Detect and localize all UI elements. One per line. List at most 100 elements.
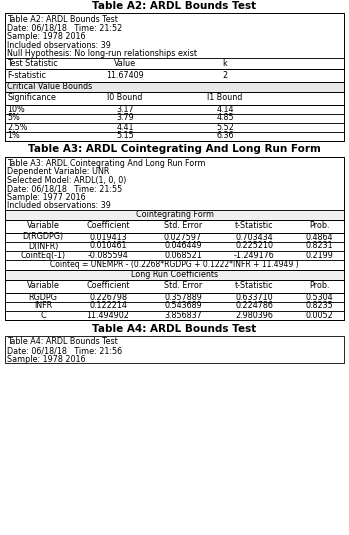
Bar [5, 132, 344, 141]
Text: 5.52: 5.52 [216, 123, 234, 132]
Text: 0.019413: 0.019413 [89, 233, 127, 241]
Text: 0.0052: 0.0052 [305, 310, 333, 319]
Text: Sample: 1978 2016: Sample: 1978 2016 [7, 355, 86, 363]
Bar [5, 279, 344, 293]
Text: 0.543689: 0.543689 [164, 302, 202, 310]
Text: INFR: INFR [34, 302, 52, 310]
Text: Sample: 1977 2016: Sample: 1977 2016 [7, 193, 86, 202]
Text: 4.41: 4.41 [116, 123, 134, 132]
Bar [5, 302, 344, 310]
Text: Null Hypothesis: No long-run relationships exist: Null Hypothesis: No long-run relationshi… [7, 49, 197, 58]
Text: Table A4: ARDL Bounds Test: Table A4: ARDL Bounds Test [7, 338, 118, 347]
Text: 0.8235: 0.8235 [305, 302, 333, 310]
Text: I0 Bound: I0 Bound [107, 94, 143, 103]
Text: C: C [40, 310, 46, 319]
Text: 3.17: 3.17 [116, 104, 134, 113]
Bar [5, 13, 344, 57]
Text: Included observations: 39: Included observations: 39 [7, 201, 111, 210]
Text: D(INFR): D(INFR) [28, 241, 58, 250]
Text: Date: 06/18/18   Time: 21:56: Date: 06/18/18 Time: 21:56 [7, 346, 122, 355]
Text: 0.122214: 0.122214 [89, 302, 127, 310]
Text: Variable: Variable [27, 281, 59, 291]
Bar [5, 157, 344, 319]
Text: 0.226798: 0.226798 [89, 293, 127, 302]
Text: 4.14: 4.14 [216, 104, 234, 113]
Text: k: k [223, 58, 228, 67]
Text: Significance: Significance [7, 94, 56, 103]
Text: 0.357889: 0.357889 [164, 293, 202, 302]
Text: RGDPG: RGDPG [29, 293, 58, 302]
Bar [5, 335, 344, 363]
Bar [5, 113, 344, 123]
Text: Selected Model: ARDL(1, 0, 0): Selected Model: ARDL(1, 0, 0) [7, 175, 126, 185]
Text: 0.225210: 0.225210 [235, 241, 273, 250]
Text: 3.79: 3.79 [116, 113, 134, 123]
Text: 0.010461: 0.010461 [89, 241, 127, 250]
Text: 2.5%: 2.5% [7, 123, 28, 132]
Bar [5, 81, 344, 91]
Text: Test Statistic: Test Statistic [7, 58, 58, 67]
Text: -1.249176: -1.249176 [233, 250, 274, 259]
Text: Coefficient: Coefficient [86, 221, 130, 231]
Text: Long Run Coefficients: Long Run Coefficients [131, 270, 218, 279]
Bar [5, 241, 344, 250]
Text: Date: 06/18/18   Time: 21:55: Date: 06/18/18 Time: 21:55 [7, 184, 122, 193]
Text: Cointeq = UNEMPR - (0.2268*RGDPG + 0.1222*INFR + 11.4949 ): Cointeq = UNEMPR - (0.2268*RGDPG + 0.122… [50, 260, 299, 269]
Text: F-statistic: F-statistic [7, 71, 46, 80]
Text: Table A2: ARDL Bounds Test: Table A2: ARDL Bounds Test [7, 15, 118, 24]
Bar [5, 123, 344, 132]
Text: 10%: 10% [7, 104, 25, 113]
Bar [5, 13, 344, 141]
Text: t-Statistic: t-Statistic [235, 281, 273, 291]
Text: Std. Error: Std. Error [164, 221, 202, 231]
Text: -0.085594: -0.085594 [88, 250, 128, 259]
Text: 0.4864: 0.4864 [305, 233, 333, 241]
Text: 0.8231: 0.8231 [305, 241, 333, 250]
Text: Date: 06/18/18   Time: 21:52: Date: 06/18/18 Time: 21:52 [7, 24, 122, 33]
Text: 0.5304: 0.5304 [305, 293, 333, 302]
Bar [5, 210, 344, 219]
Text: 0.703434: 0.703434 [235, 233, 273, 241]
Text: 1%: 1% [7, 132, 20, 141]
Bar [5, 270, 344, 279]
Text: 0.046449: 0.046449 [164, 241, 202, 250]
Text: Value: Value [114, 58, 136, 67]
Bar [5, 104, 344, 113]
Bar [5, 157, 344, 210]
Bar [5, 233, 344, 241]
Bar [5, 310, 344, 319]
Text: Prob.: Prob. [309, 221, 329, 231]
Text: 5%: 5% [7, 113, 20, 123]
Bar [5, 293, 344, 302]
Text: 2: 2 [222, 71, 228, 80]
Bar [5, 219, 344, 233]
Text: 3.856837: 3.856837 [164, 310, 202, 319]
Text: Table A3: ARDL Cointegrating And Long Run Form: Table A3: ARDL Cointegrating And Long Ru… [28, 144, 321, 155]
Text: Prob.: Prob. [309, 281, 329, 291]
Text: Cointegrating Form: Cointegrating Form [135, 210, 214, 219]
Text: t-Statistic: t-Statistic [235, 221, 273, 231]
Text: Std. Error: Std. Error [164, 281, 202, 291]
Text: 0.027597: 0.027597 [164, 233, 202, 241]
Text: Table A4: ARDL Bounds Test: Table A4: ARDL Bounds Test [92, 324, 257, 333]
Bar [5, 91, 344, 104]
Text: Critical Value Bounds: Critical Value Bounds [7, 82, 92, 91]
Text: 0.068521: 0.068521 [164, 250, 202, 259]
Bar [5, 57, 344, 68]
Text: 11.67409: 11.67409 [106, 71, 144, 80]
Text: 2.980396: 2.980396 [235, 310, 273, 319]
Text: I1 Bound: I1 Bound [207, 94, 243, 103]
Text: CointEq(-1): CointEq(-1) [21, 250, 66, 259]
Bar [5, 68, 344, 81]
Text: Variable: Variable [27, 221, 59, 231]
Text: 0.224786: 0.224786 [235, 302, 273, 310]
Text: 5.15: 5.15 [116, 132, 134, 141]
Text: Sample: 1978 2016: Sample: 1978 2016 [7, 32, 86, 41]
Text: 4.85: 4.85 [216, 113, 234, 123]
Text: D(RGDPG): D(RGDPG) [22, 233, 64, 241]
Text: 0.633710: 0.633710 [235, 293, 273, 302]
Text: Dependent Variable: UNR: Dependent Variable: UNR [7, 167, 109, 176]
Text: 11.494902: 11.494902 [87, 310, 129, 319]
Bar [5, 259, 344, 270]
Text: Table A3: ARDL Cointegrating And Long Run Form: Table A3: ARDL Cointegrating And Long Ru… [7, 158, 206, 167]
